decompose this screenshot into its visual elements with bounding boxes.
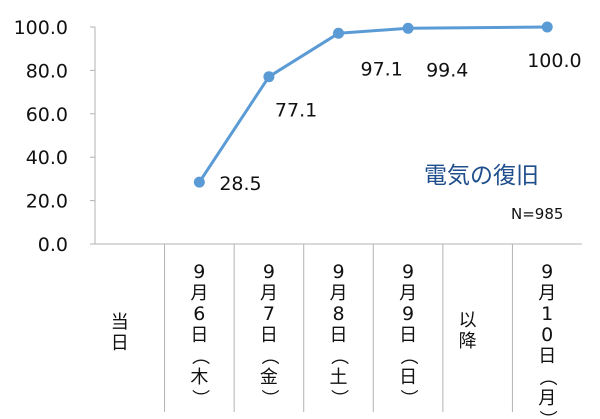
x-category-char: ） xyxy=(328,389,349,407)
data-point-marker xyxy=(263,71,275,83)
x-category-char: 当 xyxy=(111,312,129,333)
y-tick-label: 60.0 xyxy=(26,104,68,126)
data-point-marker xyxy=(333,27,344,39)
x-category-char: 日 xyxy=(260,325,278,346)
chart-axes xyxy=(94,27,582,245)
x-category-char: 日 xyxy=(190,325,208,346)
x-category-char: 月 xyxy=(260,283,278,304)
data-point-marker xyxy=(193,176,205,188)
x-category-char: 日 xyxy=(399,367,417,388)
y-tick-label: 20.0 xyxy=(26,191,68,213)
data-point-marker xyxy=(541,21,553,33)
x-category-char: 日 xyxy=(111,333,129,354)
x-category-char: 0 xyxy=(541,324,553,346)
x-category-char: 土 xyxy=(330,367,348,388)
sample-size-note: N=985 xyxy=(511,205,564,223)
x-category-char: 月 xyxy=(399,283,417,304)
x-category-char: ） xyxy=(189,389,210,407)
data-label: 99.4 xyxy=(426,59,468,81)
x-category-char: 9 xyxy=(332,261,344,283)
series-electricity xyxy=(193,21,553,188)
y-tick-label: 0.0 xyxy=(38,234,68,256)
x-category-char: （ xyxy=(189,347,210,365)
x-category-char: 9 xyxy=(402,303,414,325)
x-category-char: 月 xyxy=(538,388,556,409)
chart-title: 電気の復旧 xyxy=(424,163,539,189)
x-category-char: 1 xyxy=(541,303,553,325)
x-category-char: 月 xyxy=(190,283,208,304)
x-category-char: 月 xyxy=(330,283,348,304)
data-labels: 28.5 77.1 97.1 99.4 100.0 xyxy=(219,50,581,195)
x-category-char: （ xyxy=(328,347,349,365)
x-category-char: 9 xyxy=(263,261,275,283)
x-category-char: ） xyxy=(398,389,419,407)
x-category-label: 9月6日（木）9月6日（木） xyxy=(189,261,210,407)
x-category-char: 日 xyxy=(399,325,417,346)
y-tick-label: 80.0 xyxy=(26,60,68,82)
x-category-char: ） xyxy=(258,389,279,407)
x-category-char: 8 xyxy=(332,303,344,325)
y-tick-label: 40.0 xyxy=(26,147,68,169)
x-category-char: 木 xyxy=(190,367,208,388)
x-category-char: 9 xyxy=(193,261,205,283)
x-axis-categories: 当日当日9月6日（木）9月6日（木）9月7日（金）9月7日（金）9月8日（土）9… xyxy=(111,244,558,419)
x-category-label: 9月7日（金）9月7日（金） xyxy=(258,261,279,407)
x-category-char: 金 xyxy=(260,367,278,388)
data-label: 28.5 xyxy=(219,173,261,195)
x-category-label: 9月8日（土）9月8日（土） xyxy=(328,261,349,407)
x-category-char: （ xyxy=(537,368,558,386)
x-category-char: 日 xyxy=(538,346,556,367)
x-category-char: （ xyxy=(398,347,419,365)
x-category-char: ） xyxy=(537,410,558,419)
x-category-char: 日 xyxy=(330,325,348,346)
x-category-label: 9月10日（月）9月10日（月） xyxy=(537,261,558,419)
y-axis-ticks: 0.0 20.0 40.0 60.0 80.0 100.0 xyxy=(14,17,95,256)
data-label: 97.1 xyxy=(361,58,403,80)
x-category-char: 以 xyxy=(459,310,477,331)
x-category-char: 7 xyxy=(263,303,275,325)
x-category-char: 9 xyxy=(402,261,414,283)
x-category-char: 9 xyxy=(541,261,553,283)
data-point-marker xyxy=(402,22,414,34)
x-category-char: 6 xyxy=(193,303,205,325)
y-tick-label: 100.0 xyxy=(14,17,68,39)
data-label: 100.0 xyxy=(527,50,581,72)
x-category-char: 降 xyxy=(459,331,477,352)
x-category-char: （ xyxy=(258,347,279,365)
x-category-label: 9月9日（日）9月9日（日） xyxy=(398,261,419,407)
x-category-char: 月 xyxy=(538,283,556,304)
data-label: 77.1 xyxy=(275,100,317,122)
